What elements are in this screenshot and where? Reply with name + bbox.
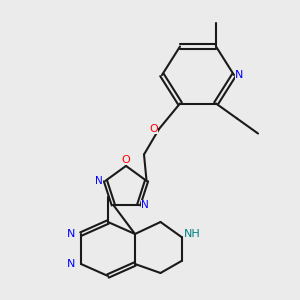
- Text: NH: NH: [184, 229, 200, 239]
- Text: N: N: [67, 229, 75, 239]
- Text: N: N: [95, 176, 103, 186]
- Text: N: N: [141, 200, 149, 210]
- Text: N: N: [235, 70, 244, 80]
- Text: O: O: [122, 155, 130, 165]
- Text: N: N: [67, 259, 75, 269]
- Text: O: O: [149, 124, 158, 134]
